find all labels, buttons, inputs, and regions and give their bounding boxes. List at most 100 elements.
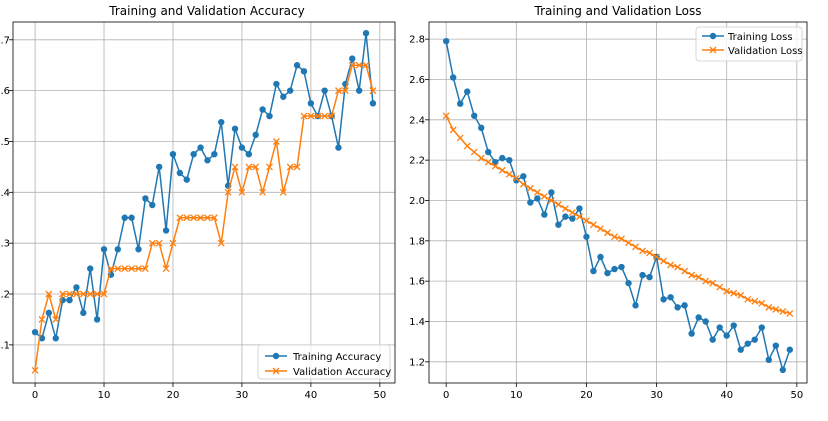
- loss-validation-point: [471, 149, 477, 155]
- loss-y-tick-label-8: 2.8: [409, 35, 425, 46]
- loss-validation-point: [590, 222, 596, 228]
- loss-validation-point: [682, 268, 688, 274]
- loss-validation-point: [633, 244, 639, 250]
- accuracy-x-ticks: 0 10 20 30 40 50: [32, 383, 386, 401]
- accuracy-y-tick-label-4: .5: [0, 137, 10, 148]
- loss-validation-point: [450, 127, 456, 133]
- loss-training-point: [471, 113, 477, 119]
- accuracy-x-tick-label-20: 20: [167, 390, 180, 401]
- accuracy-y-ticks: .1.2.3.4.5.6.7: [0, 35, 13, 351]
- loss-legend-label-training: Training Loss: [727, 32, 793, 43]
- loss-x-tick-label-20: 20: [580, 390, 593, 401]
- accuracy-y-tick-label-5: .6: [0, 86, 10, 97]
- loss-training-point: [738, 347, 744, 353]
- loss-training-point: [646, 274, 652, 280]
- accuracy-chart: Training and Validation Accuracy 0 10 20 30…: [0, 4, 395, 401]
- accuracy-training-point: [122, 215, 128, 221]
- loss-training-point: [702, 318, 708, 324]
- loss-y-ticks: 1.21.41.61.82.02.22.42.62.8: [409, 35, 429, 369]
- loss-series: [443, 38, 793, 373]
- accuracy-training-point: [211, 151, 217, 157]
- accuracy-training-point: [335, 144, 341, 150]
- loss-training-point: [541, 211, 547, 217]
- loss-training-point: [632, 302, 638, 308]
- loss-training-point: [527, 199, 533, 205]
- accuracy-training-point: [253, 132, 259, 138]
- loss-legend: Training Loss Validation Loss: [696, 27, 803, 61]
- loss-validation-point: [562, 206, 568, 212]
- accuracy-training-point: [280, 94, 286, 100]
- loss-training-line: [446, 41, 790, 370]
- accuracy-training-point: [115, 246, 121, 252]
- accuracy-training-point: [356, 87, 362, 93]
- accuracy-training-point: [149, 202, 155, 208]
- loss-x-tick-label-50: 50: [790, 390, 803, 401]
- loss-validation-point: [499, 167, 505, 173]
- accuracy-plot-frame: [13, 22, 395, 383]
- loss-training-point: [576, 205, 582, 211]
- accuracy-training-point: [46, 310, 52, 316]
- loss-validation-point: [661, 258, 667, 264]
- loss-training-point: [590, 268, 596, 274]
- loss-training-point: [773, 342, 779, 348]
- accuracy-training-point: [218, 119, 224, 125]
- loss-plot-frame: [429, 22, 807, 383]
- loss-legend-label-validation: Validation Loss: [728, 46, 803, 57]
- loss-x-tick-label-30: 30: [650, 390, 663, 401]
- loss-training-point: [583, 234, 589, 240]
- accuracy-training-point: [308, 100, 314, 106]
- loss-training-point: [555, 221, 561, 227]
- accuracy-training-point: [66, 297, 72, 303]
- accuracy-training-point: [363, 30, 369, 36]
- accuracy-training-point: [232, 126, 238, 132]
- loss-x-ticks: 0 10 20 30 40 50: [443, 383, 803, 401]
- accuracy-training-point: [370, 100, 376, 106]
- loss-grid: [429, 22, 807, 383]
- accuracy-legend: Training Accuracy Validation Accuracy: [258, 345, 391, 379]
- accuracy-training-point: [94, 316, 100, 322]
- loss-training-point: [625, 280, 631, 286]
- loss-training-point: [639, 272, 645, 278]
- accuracy-training-point: [170, 151, 176, 157]
- accuracy-y-tick-label-6: .7: [0, 35, 10, 46]
- accuracy-training-point: [190, 151, 196, 157]
- accuracy-y-tick-label-2: .3: [0, 239, 10, 250]
- accuracy-training-point: [266, 113, 272, 119]
- loss-training-point: [745, 340, 751, 346]
- loss-x-tick-label-0: 0: [443, 390, 449, 401]
- accuracy-training-point: [87, 265, 93, 271]
- loss-validation-point: [597, 226, 603, 232]
- loss-training-point: [759, 324, 765, 330]
- accuracy-training-point: [101, 246, 107, 252]
- loss-training-point: [731, 322, 737, 328]
- loss-training-point: [604, 270, 610, 276]
- accuracy-training-point: [80, 310, 86, 316]
- accuracy-training-point: [197, 144, 203, 150]
- accuracy-training-point: [184, 176, 190, 182]
- loss-training-point: [611, 266, 617, 272]
- loss-training-point: [478, 125, 484, 131]
- loss-training-point: [674, 304, 680, 310]
- accuracy-training-point: [73, 284, 79, 290]
- loss-chart-title: Training and Validation Loss: [534, 4, 702, 18]
- accuracy-y-tick-label-1: .2: [0, 290, 10, 301]
- loss-training-point: [618, 264, 624, 270]
- loss-x-tick-label-10: 10: [510, 390, 523, 401]
- accuracy-training-point: [259, 106, 265, 112]
- loss-training-point: [724, 332, 730, 338]
- accuracy-training-point: [53, 335, 59, 341]
- accuracy-x-tick-label-10: 10: [98, 390, 111, 401]
- accuracy-y-tick-label-3: .4: [0, 188, 10, 199]
- loss-training-point: [562, 213, 568, 219]
- loss-chart: Training and Validation Loss 0 10 20 30 40 50…: [409, 4, 807, 401]
- loss-y-tick-label-3: 1.8: [409, 236, 425, 247]
- accuracy-legend-label-training: Training Accuracy: [292, 352, 381, 363]
- loss-x-tick-label-40: 40: [720, 390, 733, 401]
- accuracy-training-point: [128, 215, 134, 221]
- loss-validation-point: [569, 210, 575, 216]
- accuracy-x-tick-label-40: 40: [305, 390, 318, 401]
- loss-training-point: [485, 149, 491, 155]
- accuracy-chart-title: Training and Validation Accuracy: [108, 4, 304, 18]
- loss-training-point: [709, 336, 715, 342]
- loss-y-tick-label-5: 2.2: [409, 156, 425, 167]
